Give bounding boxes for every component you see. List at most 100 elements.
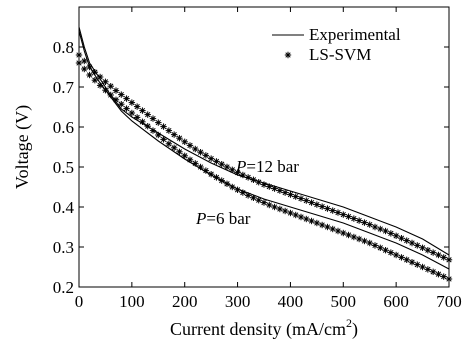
ls-svm-point-6-bar (403, 256, 410, 263)
ls-svm-point-12-bar (165, 127, 173, 134)
y-tick-labels: 0.2 0.3 0.4 0.5 0.6 0.7 0.8 (53, 38, 75, 297)
ls-svm-point-6-bar (340, 229, 347, 237)
y-tick-label: 0.3 (53, 238, 74, 257)
ls-svm-point-6-bar (155, 131, 162, 139)
ls-svm-point-12-bar (186, 142, 194, 149)
ls-svm-point-6-bar (186, 156, 194, 163)
ls-svm-point-12-bar (239, 171, 247, 179)
ls-svm-point-6-bar (419, 263, 426, 271)
ls-svm-point-12-bar (81, 57, 88, 65)
ls-svm-point-12-bar (255, 179, 262, 186)
ls-svm-point-12-bar (102, 78, 109, 85)
ls-svm-point-6-bar (86, 71, 93, 79)
ls-svm-point-12-bar (192, 145, 199, 153)
ls-svm-point-12-bar (96, 73, 104, 81)
ls-svm-markers (75, 51, 453, 283)
ls-svm-point-6-bar (292, 211, 299, 219)
x-tick-label: 0 (75, 292, 84, 311)
experimental-line-12-bar (78, 26, 450, 256)
ls-svm-point-6-bar (271, 203, 278, 211)
x-tick-label: 100 (119, 292, 145, 311)
ls-svm-point-12-bar (144, 111, 151, 118)
ls-svm-point-6-bar (255, 197, 262, 204)
ls-svm-point-6-bar (345, 231, 352, 239)
ls-svm-point-6-bar (313, 219, 321, 227)
ls-svm-point-6-bar (266, 201, 273, 209)
ls-svm-point-6-bar (181, 152, 188, 159)
ls-svm-point-12-bar (207, 155, 215, 162)
ls-svm-point-6-bar (81, 65, 88, 73)
ls-svm-point-6-bar (144, 123, 151, 130)
ls-svm-point-6-bar (308, 217, 315, 225)
ls-svm-point-6-bar (287, 209, 294, 217)
ls-svm-point-6-bar (112, 96, 120, 103)
ls-svm-point-6-bar (387, 249, 395, 256)
ls-svm-point-12-bar (202, 152, 210, 159)
ls-svm-point-6-bar (429, 268, 437, 275)
ls-svm-point-6-bar (355, 235, 363, 243)
ls-svm-point-12-bar (218, 161, 225, 168)
ls-svm-point-12-bar (361, 219, 368, 226)
ls-svm-point-12-bar (91, 69, 99, 76)
ls-svm-point-12-bar (403, 237, 410, 244)
x-tick-label: 300 (225, 292, 251, 311)
ls-svm-point-6-bar (361, 237, 368, 245)
ls-svm-point-12-bar (324, 205, 331, 212)
ls-svm-point-12-bar (366, 221, 373, 228)
ls-svm-point-6-bar (118, 101, 125, 108)
ls-svm-point-12-bar (149, 115, 157, 122)
ls-svm-point-12-bar (308, 199, 315, 206)
ls-svm-point-12-bar (112, 87, 120, 94)
ls-svm-point-12-bar (355, 217, 363, 224)
ls-svm-point-12-bar (133, 103, 141, 110)
ls-svm-point-12-bar (429, 249, 437, 256)
ls-svm-point-12-bar (160, 123, 167, 130)
ls-svm-point-6-bar (202, 167, 210, 174)
experimental-lines (78, 26, 450, 270)
ls-svm-point-6-bar (435, 271, 442, 278)
ls-svm-point-6-bar (414, 261, 421, 268)
ls-svm-point-12-bar (118, 91, 125, 98)
ls-svm-point-12-bar (250, 176, 257, 183)
ls-svm-point-6-bar (303, 215, 310, 223)
ls-svm-point-6-bar (440, 273, 447, 280)
ls-svm-point-6-bar (382, 247, 389, 254)
ls-svm-point-6-bar (276, 205, 284, 213)
ls-svm-point-12-bar (107, 83, 114, 90)
ls-svm-point-12-bar (303, 197, 310, 204)
ls-svm-point-12-bar (440, 254, 447, 261)
ls-svm-point-12-bar (281, 189, 289, 196)
ls-svm-point-6-bar (75, 59, 83, 67)
ls-svm-point-6-bar (297, 213, 305, 221)
ls-svm-point-12-bar (313, 201, 321, 208)
ls-svm-point-12-bar (377, 225, 384, 233)
x-tick-label: 200 (172, 292, 198, 311)
ls-svm-point-6-bar (160, 136, 167, 143)
x-tick-labels: 0 100 200 300 400 500 600 700 (75, 292, 462, 311)
ls-svm-point-12-bar (181, 138, 188, 145)
ls-svm-point-12-bar (318, 203, 326, 210)
ls-svm-point-6-bar (165, 140, 173, 147)
ls-svm-point-6-bar (207, 171, 215, 178)
ls-svm-point-12-bar (75, 51, 83, 59)
ls-svm-point-12-bar (329, 207, 336, 214)
tick-marks (78, 7, 450, 288)
ls-svm-point-6-bar (260, 199, 268, 206)
plot-frame (78, 6, 450, 288)
ls-svm-point-6-bar (223, 180, 231, 187)
ls-svm-point-12-bar (86, 63, 93, 71)
legend: Experimental LS-SVM (272, 25, 401, 64)
ls-svm-point-6-bar (334, 227, 342, 235)
ls-svm-point-12-bar (345, 213, 352, 220)
ls-svm-point-6-bar (102, 87, 109, 94)
ls-svm-point-12-bar (287, 191, 294, 198)
ls-svm-point-6-bar (96, 82, 104, 89)
ls-svm-point-6-bar (213, 174, 220, 181)
ls-svm-point-6-bar (392, 251, 400, 259)
legend-label-ls-svm: LS-SVM (309, 45, 371, 64)
ls-svm-point-12-bar (170, 131, 178, 138)
annotation-6-bar: P=6 bar (195, 209, 251, 228)
annotation-12-bar: P=12 bar (235, 157, 299, 176)
x-tick-label: 500 (331, 292, 357, 311)
